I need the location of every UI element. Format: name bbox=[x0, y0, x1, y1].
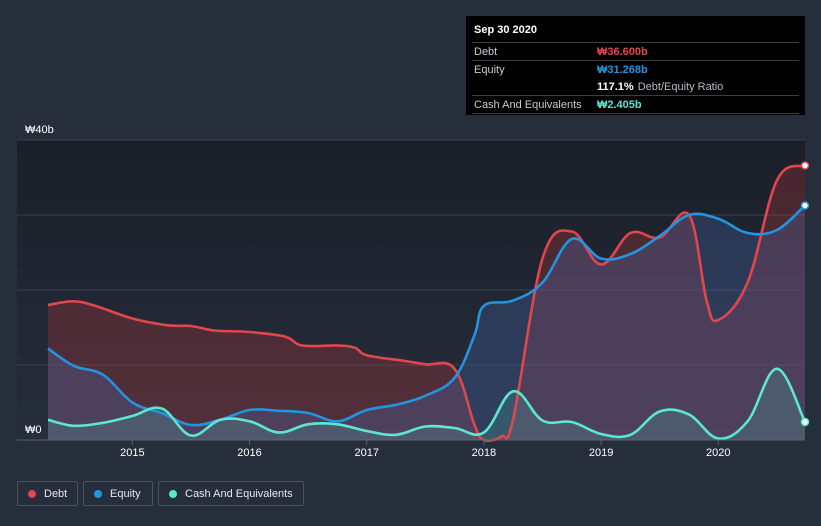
legend-item-debt[interactable]: Debt bbox=[17, 481, 78, 506]
tooltip-cash-value: ₩2.405b bbox=[597, 98, 642, 111]
tooltip: Sep 30 2020 Debt ₩36.600b Equity ₩31.268… bbox=[466, 16, 805, 115]
x-tick-label-2020: 2020 bbox=[706, 447, 730, 459]
equity-end-marker[interactable] bbox=[800, 201, 810, 210]
legend-equity-label: Equity bbox=[110, 487, 141, 500]
x-tick-label-2015: 2015 bbox=[120, 447, 144, 459]
x-tick-label-2017: 2017 bbox=[354, 447, 378, 459]
legend-debt-label: Debt bbox=[44, 487, 68, 500]
y-axis-bottom-label: ₩0 bbox=[25, 424, 42, 436]
legend-item-cash[interactable]: Cash And Equivalents bbox=[158, 481, 304, 506]
tooltip-ratio-label: Debt/Equity Ratio bbox=[637, 80, 724, 93]
y-axis-top-label: ₩40b bbox=[25, 124, 54, 136]
tooltip-equity-value: ₩31.268b bbox=[597, 63, 648, 76]
tooltip-date: Sep 30 2020 bbox=[474, 24, 537, 36]
tooltip-cash-label: Cash And Equivalents bbox=[474, 98, 582, 111]
cash-and-equivalents-line bbox=[47, 367, 807, 440]
tooltip-debt-row: Debt ₩36.600b bbox=[472, 42, 799, 60]
tooltip-equity-row: Equity ₩31.268b bbox=[472, 60, 799, 78]
legend-item-equity[interactable]: Equity bbox=[83, 481, 153, 506]
equity-line bbox=[47, 204, 806, 427]
cash-and-equivalents-end-marker[interactable] bbox=[800, 417, 810, 427]
x-tick-label-2016: 2016 bbox=[237, 447, 261, 459]
tooltip-ratio-row: 117.1% Debt/Equity Ratio bbox=[472, 78, 799, 95]
x-tick-label-2018: 2018 bbox=[472, 447, 496, 459]
tooltip-ratio-value: 117.1% bbox=[597, 80, 634, 93]
tooltip-debt-value: ₩36.600b bbox=[597, 45, 648, 58]
equity-dot-icon bbox=[94, 489, 102, 498]
tooltip-equity-label: Equity bbox=[474, 63, 505, 76]
legend-cash-label: Cash And Equivalents bbox=[185, 487, 293, 500]
debt-dot-icon bbox=[28, 489, 36, 498]
tooltip-cash-row: Cash And Equivalents ₩2.405b bbox=[472, 95, 799, 114]
x-tick-label-2019: 2019 bbox=[589, 447, 613, 459]
cash-dot-icon bbox=[169, 489, 177, 498]
debt-line bbox=[47, 164, 806, 443]
debt-area bbox=[48, 165, 805, 441]
equity-area bbox=[48, 205, 805, 440]
cash-and-equivalents-area bbox=[48, 368, 805, 440]
tooltip-debt-label: Debt bbox=[474, 45, 498, 58]
debt-end-marker[interactable] bbox=[800, 161, 810, 170]
